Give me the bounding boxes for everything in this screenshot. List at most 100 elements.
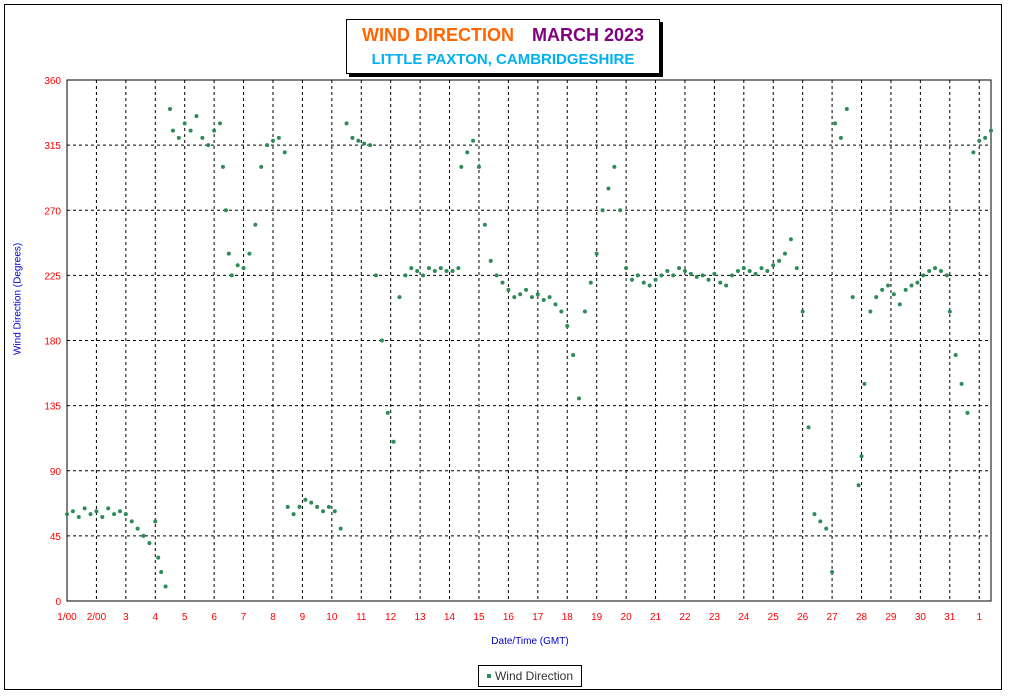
data-point [303,497,308,502]
data-point [135,526,140,531]
data-point [253,222,258,227]
data-point [212,128,217,133]
data-point [344,121,349,126]
data-point [777,258,782,263]
data-point [159,570,164,575]
chart-frame [4,4,1002,690]
data-point [771,263,776,268]
x-tick-label: 1 [976,612,982,623]
y-tick-label: 315 [44,141,61,152]
data-point [635,273,640,278]
data-point [989,128,993,133]
data-point [471,138,476,143]
data-point [541,297,546,302]
data-point [70,509,75,514]
data-point [647,283,652,288]
data-point [391,439,396,444]
data-point [953,352,958,357]
y-tick-labels: 0 45 90 135 180 225 270 315 360 [44,76,61,608]
x-tick-label: 13 [415,612,427,623]
data-point [512,295,517,300]
plot-border [66,79,992,602]
data-point [730,273,735,278]
data-point [88,512,93,517]
data-point [291,512,296,517]
x-tick-label: 23 [709,612,721,623]
data-point [182,121,187,126]
x-tick-label: 12 [385,612,397,623]
data-point [977,138,982,143]
data-point [220,164,225,169]
data-point [332,509,337,514]
data-point [123,512,128,517]
data-point [421,273,426,278]
data-point [844,106,849,111]
data-point [641,280,646,285]
data-point [373,273,378,278]
data-point [223,208,228,213]
data-point [153,519,158,524]
data-point [147,541,152,546]
data-point [947,309,952,314]
data-point [897,302,902,307]
data-point [856,483,861,488]
y-tick-label: 135 [44,402,61,413]
data-point [270,138,275,143]
data-point [706,277,711,282]
data-point [735,269,740,274]
data-point [100,515,105,520]
data-point [259,164,264,169]
y-tick-label: 180 [44,337,61,348]
data-point [868,309,873,314]
data-point [368,143,373,148]
data-point [385,410,390,415]
data-point [600,208,605,213]
data-point [783,251,788,256]
data-point [880,287,885,292]
x-tick-label: 20 [621,612,633,623]
data-point [565,324,570,329]
title-part-month: MARCH 2023 [531,25,645,45]
data-point [156,555,161,560]
data-point [362,141,367,146]
data-point [379,338,384,343]
data-point [235,263,240,268]
data-point [927,269,932,274]
data-point [500,280,505,285]
data-point [753,271,758,276]
x-tick-label: 7 [241,612,247,623]
chart-title: WIND DIRECTION MARCH 2023 [347,25,659,46]
data-point [529,295,534,300]
data-point [812,512,817,517]
data-point [285,504,290,509]
data-point [594,251,599,256]
x-tick-label: 5 [182,612,188,623]
x-tick-label: 8 [270,612,276,623]
data-point [971,150,976,155]
x-tick-label: 9 [300,612,306,623]
data-point [247,251,252,256]
x-tick-label: 22 [679,612,691,623]
x-tick-label: 26 [797,612,809,623]
y-axis-label: Wind Direction (Degrees) [12,242,24,355]
data-point [741,266,746,271]
y-tick-label: 45 [50,532,62,543]
data-point [824,526,829,531]
y-tick-label: 90 [50,467,62,478]
x-tick-labels: 1/00 2/00 3 4 5 6 7 8 9 10 11 12 13 14 15 16 17 18 19 20 21 2… [57,612,982,623]
legend-label: Wind Direction [494,669,574,683]
y-tick-label: 0 [55,597,61,608]
data-point [338,526,343,531]
x-tick-label: 21 [650,612,662,623]
data-point [65,512,69,517]
data-point [494,273,499,278]
data-point [82,506,87,511]
data-point [724,283,729,288]
data-point [886,283,891,288]
x-tick-label: 6 [211,612,217,623]
data-point [326,504,331,509]
data-point [129,519,134,524]
data-point [694,274,699,279]
x-tick-label: 30 [915,612,927,623]
data-point [588,280,593,285]
